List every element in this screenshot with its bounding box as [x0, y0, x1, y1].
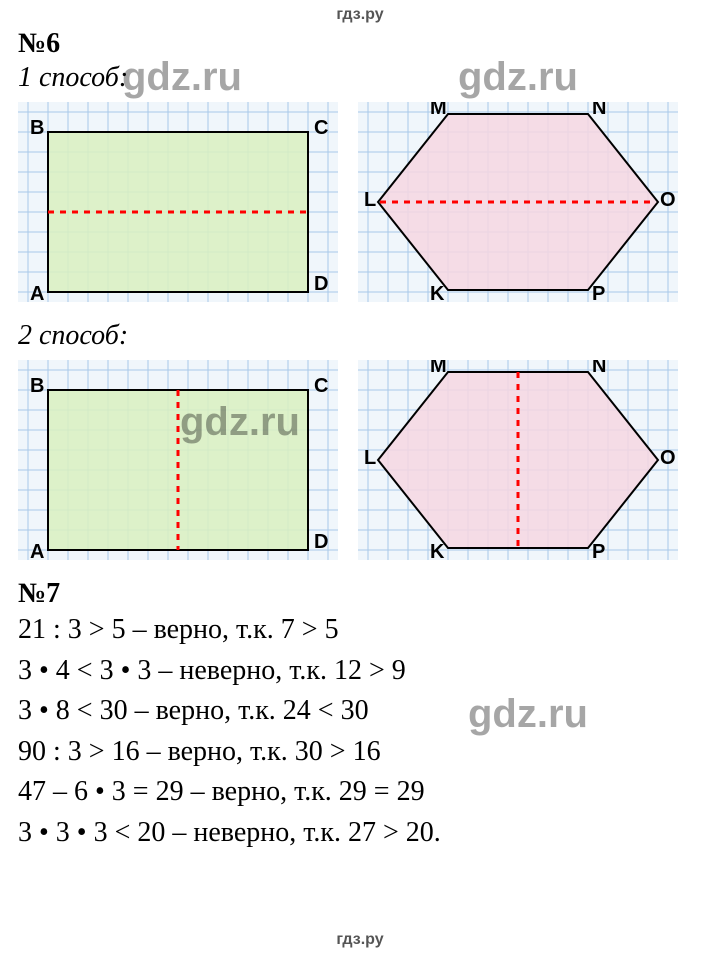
task7-title: №7: [18, 578, 720, 610]
label-P: P: [592, 541, 605, 560]
page-footer: гдз.ру: [0, 931, 720, 949]
label-A: A: [30, 283, 44, 302]
label-K: K: [430, 541, 445, 560]
label-K: K: [430, 283, 445, 302]
label-O: O: [660, 189, 676, 211]
task6-method1-label: 1 способ:: [18, 62, 720, 94]
rect-figure-v: B C A D: [18, 360, 338, 560]
eq-line: 90 : 3 > 16 – верно, т.к. 30 > 16: [18, 732, 720, 773]
label-B: B: [30, 375, 44, 397]
label-L: L: [364, 189, 376, 211]
hex-figure-v: M N L O K P: [358, 360, 678, 560]
label-L: L: [364, 447, 376, 469]
label-D: D: [314, 531, 328, 553]
eq-line: 3 • 3 • 3 < 20 – неверно, т.к. 27 > 20.: [18, 813, 720, 854]
label-P: P: [592, 283, 605, 302]
label-O: O: [660, 447, 676, 469]
eq-line: 47 – 6 • 3 = 29 – верно, т.к. 29 = 29: [18, 772, 720, 813]
label-M: M: [430, 102, 447, 119]
eq-line: 21 : 3 > 5 – верно, т.к. 7 > 5: [18, 610, 720, 651]
hex-figure-h: M N L O K P: [358, 102, 678, 302]
eq-line: 3 • 8 < 30 – верно, т.к. 24 < 30: [18, 691, 720, 732]
rect-figure-h: B C A D: [18, 102, 338, 302]
label-C: C: [314, 117, 328, 139]
task6-title: №6: [18, 28, 720, 60]
task6-row2: B C A D M N L O K P: [18, 360, 720, 560]
task7-lines: 21 : 3 > 5 – верно, т.к. 7 > 5 3 • 4 < 3…: [18, 610, 720, 854]
label-N: N: [592, 102, 606, 119]
label-B: B: [30, 117, 44, 139]
label-M: M: [430, 360, 447, 377]
task6-row1: B C A D M N L O K P: [18, 102, 720, 302]
task6-method2-label: 2 способ:: [18, 320, 720, 352]
label-D: D: [314, 273, 328, 295]
label-A: A: [30, 541, 44, 560]
eq-line: 3 • 4 < 3 • 3 – неверно, т.к. 12 > 9: [18, 651, 720, 692]
label-N: N: [592, 360, 606, 377]
label-C: C: [314, 375, 328, 397]
page-header: гдз.ру: [0, 0, 720, 24]
